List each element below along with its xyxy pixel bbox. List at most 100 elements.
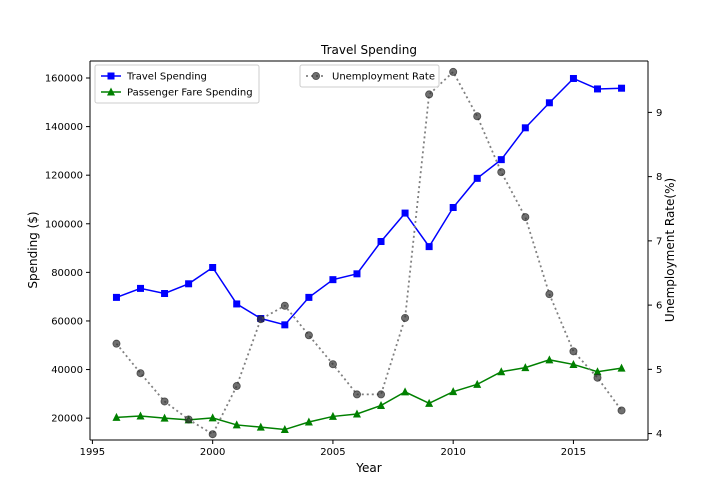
y-tick-label: 60000 [51,316,83,327]
unemployment-rate-point [352,390,361,399]
legend-marker-passenger-fare-spending [107,87,115,96]
travel-spending-point [473,174,481,182]
passenger-fare-spending-point [352,409,361,418]
passenger-fare-spending-point [401,387,410,396]
unemployment-rate-point [160,397,169,406]
travel-spending-point [161,290,169,298]
x-tick-label: 1995 [80,447,105,458]
passenger-fare-spending-point [280,425,289,434]
unemployment-rate-point [617,406,626,415]
y2-tick-label: 7 [656,236,662,247]
passenger-fare-spending-point [569,359,578,368]
passenger-fare-spending-point [593,367,602,376]
y2-tick-label: 4 [656,429,662,440]
travel-spending-point [353,270,361,278]
y2-tick-label: 6 [656,301,662,312]
travel-spending-point [521,124,529,132]
unemployment-rate-point [112,339,121,348]
y-tick-label: 80000 [51,268,83,279]
travel-spending-point [593,85,601,93]
travel-spending-point [209,264,217,272]
passenger-fare-spending-point [377,401,386,410]
x-tick-label: 2010 [440,447,465,458]
travel-spending-point [137,284,145,292]
unemployment-rate-point [256,315,265,324]
travel-spending-point [425,243,433,251]
y-tick-label: 120000 [45,171,83,182]
travel-spending-point [305,293,313,301]
chart-title: Travel Spending [320,43,417,57]
unemployment-rate-point [304,331,313,340]
legend-label-passenger-fare-spending: Passenger Fare Spending [127,88,253,99]
legend-frame [299,64,440,88]
travel-spending-point [497,156,505,164]
passenger-fare-spending-point [449,387,458,396]
y2-tick-label: 5 [656,365,662,376]
y-tick-label: 20000 [51,414,83,425]
travel-spending-line [116,77,622,326]
unemployment-rate-point [425,90,434,99]
y-tick-label: 160000 [45,74,83,85]
unemployment-rate-point [449,67,458,76]
unemployment-rate-point [377,390,386,399]
x-tick-label: 2000 [200,447,225,458]
travel-spending-point [401,209,409,217]
passenger-fare-spending-point [256,422,265,431]
y2-tick-label: 9 [656,108,662,119]
unemployment-rate-point [497,168,506,177]
x-axis-label: Year [355,461,381,475]
passenger-fare-spending-point [521,363,530,372]
legend-label-travel-spending: Travel Spending [126,72,207,83]
legend-left: Travel Spending Passenger Fare Spending [94,64,260,104]
unemployment-rate-point [184,415,193,424]
passenger-fare-spending-point [304,417,313,426]
passenger-fare-spending-point [425,398,434,407]
passenger-fare-spending-point [473,379,482,388]
passenger-fare-spending-point [112,412,121,421]
unemployment-rate-point [521,213,530,222]
travel-spending-point [569,74,577,82]
travel-spending-point [618,84,626,92]
unemployment-rate-point [545,290,554,299]
unemployment-rate-point [136,369,145,378]
legend-label-unemployment-rate: Unemployment Rate [332,72,435,83]
unemployment-rate-point [569,347,578,356]
y-tick-label: 100000 [45,219,83,230]
legend-marker-travel-spending [107,72,115,80]
plot-area: 1995 2000 2005 2010 2015 20000 40000 60000 80000… [45,60,662,458]
legend-frame [94,64,260,104]
y-tick-label: 140000 [45,122,83,133]
unemployment-rate-point [232,382,241,391]
passenger-fare-spending-point [232,420,241,429]
legend-right: Unemployment Rate [299,64,440,88]
unemployment-rate-point [593,373,602,382]
x-tick-label: 2005 [320,447,345,458]
travel-spending-point [281,321,289,329]
passenger-fare-spending-point [497,367,506,376]
y2-axis-label: Unemployment Rate(%) [663,178,677,322]
passenger-fare-spending-line [116,359,622,431]
legend-marker-unemployment-rate [311,72,320,81]
unemployment-rate-point [280,301,289,310]
passenger-fare-spending-point [208,413,217,422]
passenger-fare-spending-point [545,355,554,364]
passenger-fare-spending-point [136,411,145,420]
unemployment-rate-point [328,360,337,369]
travel-spending-point [377,238,385,246]
travel-spending-point [545,99,553,107]
travel-spending-point [112,293,120,301]
unemployment-rate-point [401,313,410,322]
travel-spending-point [449,203,457,211]
x-tick-label: 2015 [561,447,586,458]
y2-tick-label: 8 [656,172,662,183]
unemployment-rate-point [208,430,217,439]
travel-spending-point [233,300,241,308]
passenger-fare-spending-point [328,411,337,420]
y-tick-label: 40000 [51,365,83,376]
passenger-fare-spending-point [160,413,169,422]
y-axis-label: Spending ($) [26,211,40,288]
unemployment-rate-point [473,112,482,121]
passenger-fare-spending-point [617,363,626,372]
travel-spending-point [329,276,337,284]
